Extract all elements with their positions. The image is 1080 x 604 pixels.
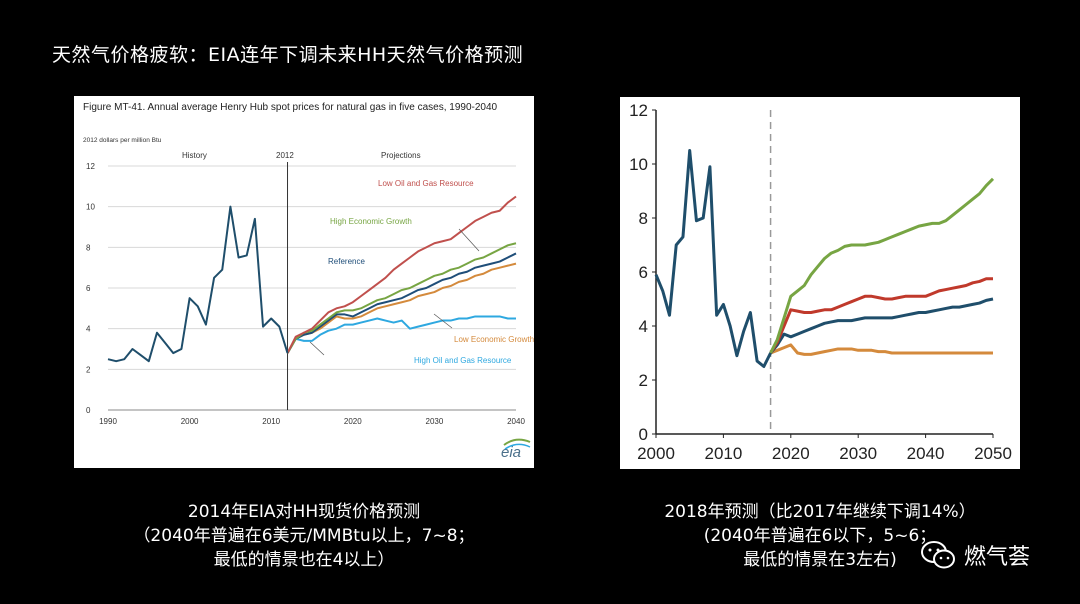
left-series-label-high-oil-and-gas-resource: High Oil and Gas Resource: [414, 356, 512, 365]
left-series-history: [107, 205, 289, 363]
left-series-low-oil-and-gas-resource: [286, 195, 517, 354]
right-x-tick-label: 2030: [839, 444, 877, 463]
wechat-icon: [921, 541, 955, 569]
left-y-tick-label: 12: [86, 162, 95, 171]
right-series-low-case: [770, 343, 993, 356]
left-divider-label: 2012: [276, 151, 294, 160]
left-series-label-reference: Reference: [328, 257, 365, 266]
right-caption-line1: 2018年预测（比2017年继续下调14%）: [664, 502, 976, 522]
left-leader-low-econ: [433, 313, 453, 329]
right-x-tick-label: 2050: [974, 444, 1012, 463]
watermark: 燃气荟: [920, 537, 1030, 573]
left-x-tick-label: 2010: [262, 417, 280, 426]
right-chart: 0 2 4 6 8 10 12 2000 2010 2020 2030 2040 2050: [629, 101, 1012, 463]
right-y-tick-label: 10: [629, 155, 648, 174]
left-y-tick-label: 10: [86, 203, 95, 212]
right-y-tick-label: 2: [639, 371, 648, 390]
right-chart-panel: 0 2 4 6 8 10 12 2000 2010 2020 2030 2040 2050: [620, 97, 1020, 469]
right-caption-line2: (2040年普遍在6以下，5~6；: [703, 526, 937, 546]
right-caption: 2018年预测（比2017年继续下调14%） (2040年普遍在6以下，5~6；…: [600, 500, 1040, 572]
left-x-tick-label: 2000: [181, 417, 199, 426]
right-y-tick-label: 8: [639, 209, 648, 228]
left-x-tick-label: 2030: [426, 417, 444, 426]
right-y-tick-label: 4: [639, 317, 648, 336]
right-y-tick-label: 6: [639, 263, 648, 282]
right-x-tick-label: 2040: [907, 444, 945, 463]
left-projections-label: Projections: [381, 151, 421, 160]
slide-title: 天然气价格疲软：EIA连年下调未来HH天然气价格预测: [52, 44, 524, 66]
watermark-text: 燃气荟: [964, 545, 1031, 570]
left-x-tick-label: 2040: [507, 417, 525, 426]
right-x-tick-label: 2000: [637, 444, 675, 463]
left-y-tick-label: 2: [86, 365, 91, 374]
left-caption-line3: 最低的情景也在4以上）: [213, 550, 395, 570]
left-y-tick-label: 6: [86, 284, 91, 293]
left-chart-title: Figure MT-41. Annual average Henry Hub s…: [83, 102, 498, 113]
left-caption: 2014年EIA对HH现货价格预测 （2040年普遍在6美元/MMBtu以上，7…: [74, 500, 534, 572]
left-y-tick-label: 8: [86, 243, 91, 252]
right-series-history: [654, 149, 772, 368]
left-series-high-oil-and-gas-resource: [286, 315, 516, 354]
left-series-label-low-oil-and-gas-resource: Low Oil and Gas Resource: [378, 179, 474, 188]
left-series-reference: [286, 252, 517, 354]
left-x-tick-label: 2020: [344, 417, 362, 426]
left-series-high-economic-growth: [286, 242, 517, 354]
right-series-upper-middle-case: [769, 277, 993, 354]
left-history-label: History: [182, 151, 207, 160]
left-series-low-economic-growth: [286, 262, 517, 354]
left-series-label-high-economic-growth: High Economic Growth: [330, 217, 412, 226]
left-x-tick-label: 1990: [99, 417, 117, 426]
left-caption-line2: （2040年普遍在6美元/MMBtu以上，7~8；: [133, 526, 475, 546]
right-caption-line3: 最低的情景在3左右): [743, 550, 897, 570]
left-leader-high-econ: [458, 228, 480, 252]
left-chart-panel: Figure MT-41. Annual average Henry Hub s…: [74, 96, 534, 468]
right-y-tick-label: 0: [639, 425, 648, 444]
right-series-high-case: [769, 177, 995, 354]
left-series-label-low-economic-growth: Low Economic Growth: [454, 335, 534, 344]
right-x-tick-label: 2020: [772, 444, 810, 463]
left-chart-y-unit: 2012 dollars per million Btu: [83, 137, 162, 144]
left-y-tick-label: 4: [86, 325, 91, 334]
left-caption-line1: 2014年EIA对HH现货价格预测: [187, 502, 421, 522]
left-y-tick-label: 0: [86, 406, 91, 415]
right-y-tick-label: 12: [629, 101, 648, 120]
right-x-tick-label: 2010: [704, 444, 742, 463]
eia-logo: eia: [501, 438, 531, 461]
left-leader-high-oil: [309, 341, 325, 356]
right-series-reference-case: [769, 297, 994, 354]
left-chart: Figure MT-41. Annual average Henry Hub s…: [83, 102, 534, 461]
